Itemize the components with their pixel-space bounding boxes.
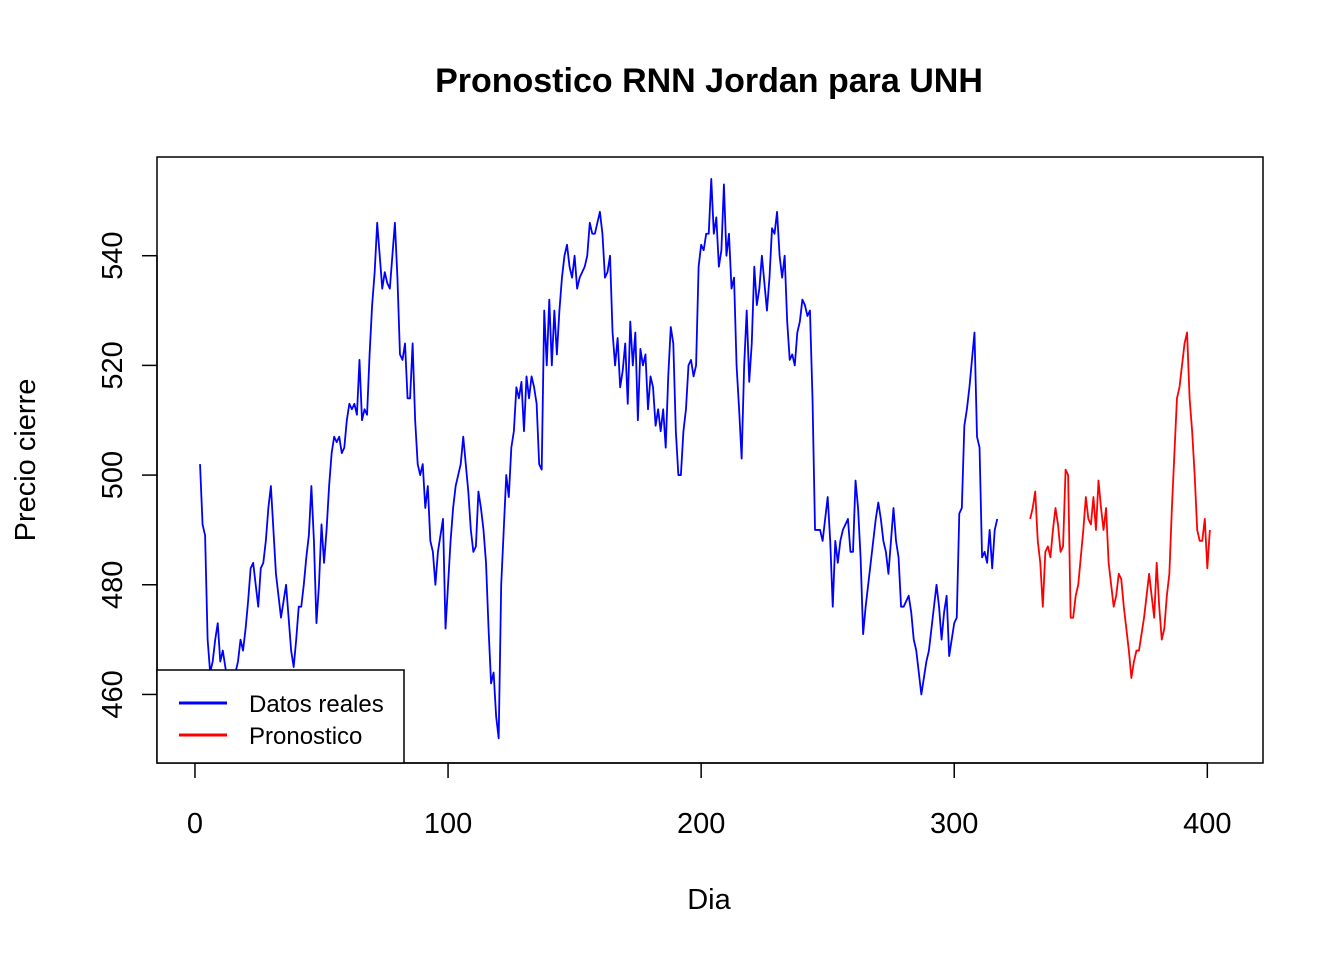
x-tick-label: 400 <box>1183 808 1231 840</box>
series-line-datos-reales <box>199 178 999 740</box>
series-layer <box>199 178 1211 740</box>
y-tick-label: 480 <box>97 561 129 609</box>
y-tick-label: 500 <box>97 451 129 499</box>
x-axis-label: Dia <box>687 884 731 916</box>
y-tick-label: 540 <box>97 232 129 280</box>
y-tick-label: 460 <box>97 670 129 718</box>
x-tick-label: 100 <box>424 808 472 840</box>
legend-label-pronostico: Pronostico <box>249 723 362 750</box>
legend: Datos reales Pronostico <box>156 669 405 764</box>
x-axis: 0 100 200 300 400 <box>187 762 1232 840</box>
y-tick-label: 520 <box>97 341 129 389</box>
y-axis-label: Precio cierre <box>10 379 42 542</box>
chart-title: Pronostico RNN Jordan para UNH <box>435 62 983 100</box>
legend-label-datos-reales: Datos reales <box>249 691 384 718</box>
series-line-pronostico <box>1029 331 1211 679</box>
legend-box <box>156 669 405 764</box>
x-tick-label: 300 <box>930 808 978 840</box>
x-tick-label: 0 <box>187 808 203 840</box>
y-axis: 460 480 500 520 540 <box>97 232 158 719</box>
x-tick-label: 200 <box>677 808 725 840</box>
